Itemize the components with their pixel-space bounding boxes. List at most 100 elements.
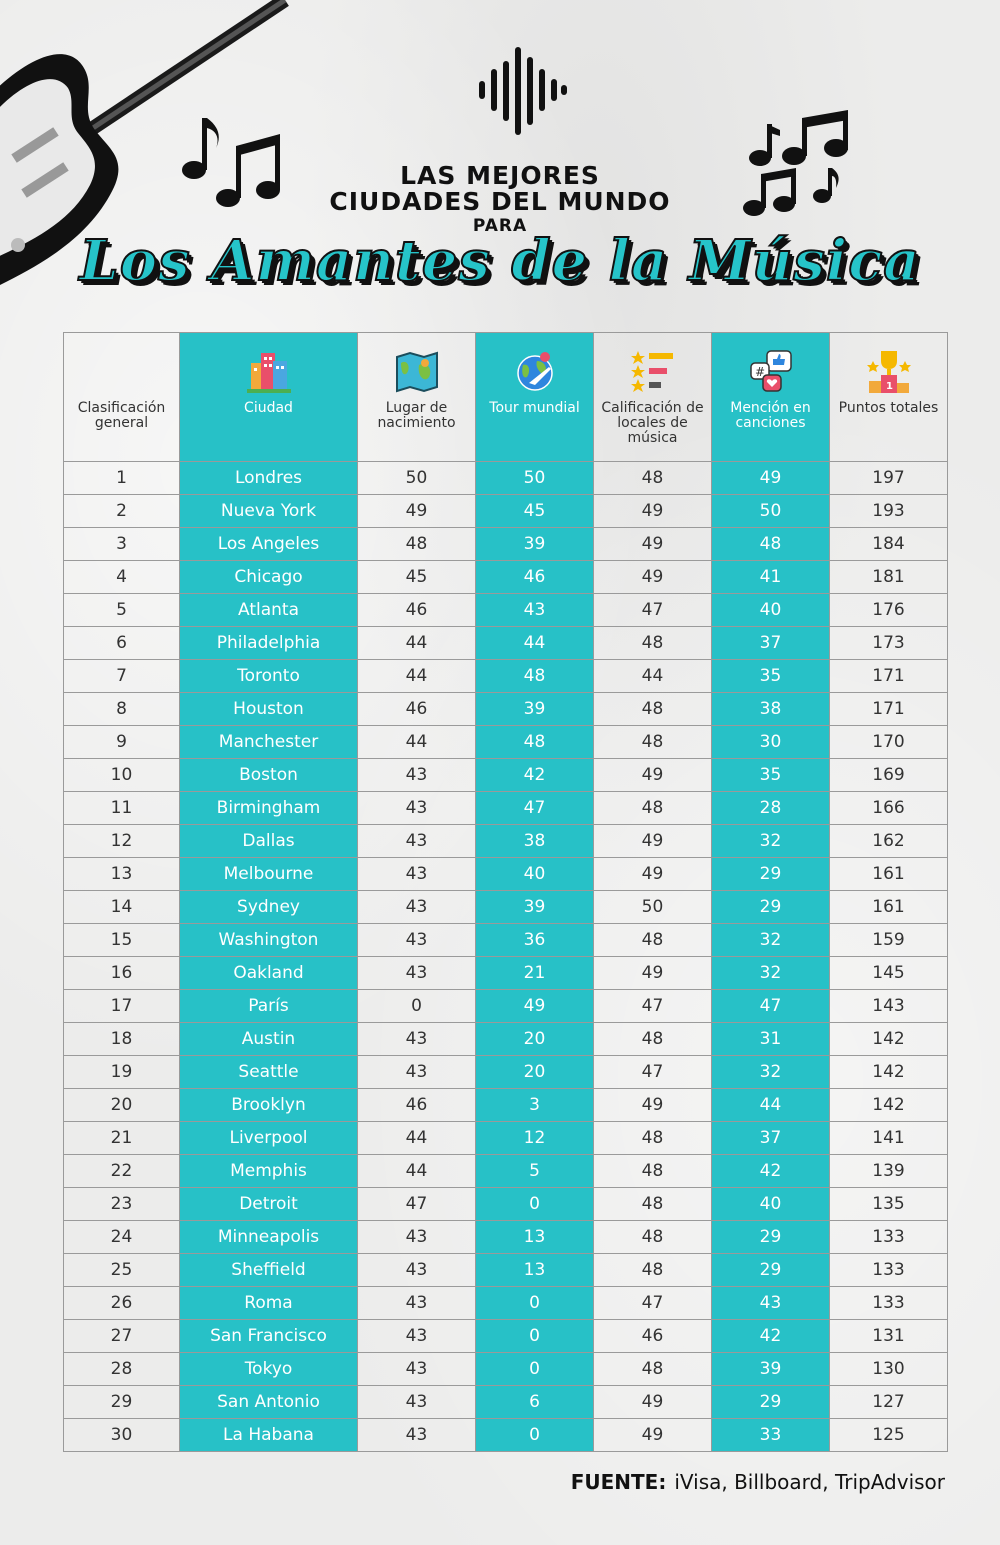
cell-song-mentions: 31 (711, 1022, 830, 1056)
cell-birthplace: 43 (357, 1352, 476, 1386)
cell-rank: 6 (63, 626, 180, 660)
cell-total-points: 181 (829, 560, 948, 594)
source-list: iVisa, Billboard, TripAdvisor (674, 1470, 945, 1494)
page-title: Los Amantes de la Música (78, 227, 921, 295)
music-notes-icon (743, 110, 848, 216)
cell-birthplace: 46 (357, 1088, 476, 1122)
cell-rank: 17 (63, 989, 180, 1023)
cell-world-tour: 39 (475, 692, 594, 726)
cell-venue-rating: 48 (593, 1253, 712, 1287)
ranking-table: Clasificación general Ciudad (63, 332, 948, 1452)
cell-rank: 30 (63, 1418, 180, 1452)
cell-world-tour: 47 (475, 791, 594, 825)
cell-city: San Antonio (179, 1385, 358, 1419)
cell-total-points: 193 (829, 494, 948, 528)
table-row: 30 La Habana 43 0 49 33 125 (63, 1418, 948, 1452)
cell-total-points: 171 (829, 692, 948, 726)
cell-birthplace: 43 (357, 857, 476, 891)
cell-venue-rating: 48 (593, 1022, 712, 1056)
cell-city: Roma (179, 1286, 358, 1320)
cell-song-mentions: 32 (711, 1055, 830, 1089)
cell-song-mentions: 29 (711, 890, 830, 924)
cell-total-points: 159 (829, 923, 948, 957)
cell-venue-rating: 49 (593, 1418, 712, 1452)
cell-venue-rating: 50 (593, 890, 712, 924)
cell-city: Dallas (179, 824, 358, 858)
cell-world-tour: 0 (475, 1286, 594, 1320)
table-row: 12 Dallas 43 38 49 32 162 (63, 824, 948, 858)
cell-venue-rating: 49 (593, 1385, 712, 1419)
header-label: Puntos totales (838, 400, 939, 416)
trophy-podium-icon: 1 (866, 351, 911, 393)
cell-total-points: 166 (829, 791, 948, 825)
header-label: Calificación de locales de música (601, 400, 704, 446)
title-line-3: PARA (472, 216, 528, 236)
map-icon (395, 351, 438, 393)
guitar-icon (0, 0, 289, 285)
cell-venue-rating: 47 (593, 1055, 712, 1089)
cell-city: Los Angeles (179, 527, 358, 561)
cell-total-points: 125 (829, 1418, 948, 1452)
header-total-points: 1 Puntos totales (829, 332, 948, 462)
cell-song-mentions: 28 (711, 791, 830, 825)
cell-total-points: 161 (829, 857, 948, 891)
cell-total-points: 142 (829, 1088, 948, 1122)
cell-world-tour: 13 (475, 1220, 594, 1254)
cell-total-points: 135 (829, 1187, 948, 1221)
cell-world-tour: 6 (475, 1385, 594, 1419)
header-world-tour: Tour mundial (475, 332, 594, 462)
cell-birthplace: 43 (357, 923, 476, 957)
cell-city: Austin (179, 1022, 358, 1056)
cell-birthplace: 43 (357, 1319, 476, 1353)
cell-song-mentions: 35 (711, 659, 830, 693)
cell-rank: 10 (63, 758, 180, 792)
table-row: 24 Minneapolis 43 13 48 29 133 (63, 1220, 948, 1254)
cell-birthplace: 43 (357, 1385, 476, 1419)
cell-total-points: 161 (829, 890, 948, 924)
cell-world-tour: 40 (475, 857, 594, 891)
cell-city: San Francisco (179, 1319, 358, 1353)
table-row: 28 Tokyo 43 0 48 39 130 (63, 1352, 948, 1386)
cell-city: Detroit (179, 1187, 358, 1221)
cell-birthplace: 47 (357, 1187, 476, 1221)
globe-plane-icon (516, 352, 553, 391)
cell-world-tour: 3 (475, 1088, 594, 1122)
cell-birthplace: 45 (357, 560, 476, 594)
cell-city: Brooklyn (179, 1088, 358, 1122)
cell-song-mentions: 37 (711, 1121, 830, 1155)
cell-song-mentions: 43 (711, 1286, 830, 1320)
table-row: 27 San Francisco 43 0 46 42 131 (63, 1319, 948, 1353)
cell-city: Houston (179, 692, 358, 726)
cell-birthplace: 44 (357, 626, 476, 660)
cell-venue-rating: 47 (593, 989, 712, 1023)
cell-city: Toronto (179, 659, 358, 693)
cell-venue-rating: 49 (593, 956, 712, 990)
table-row: 13 Melbourne 43 40 49 29 161 (63, 857, 948, 891)
cell-total-points: 139 (829, 1154, 948, 1188)
cell-rank: 7 (63, 659, 180, 693)
cell-venue-rating: 49 (593, 857, 712, 891)
cell-total-points: 131 (829, 1319, 948, 1353)
table-row: 20 Brooklyn 46 3 49 44 142 (63, 1088, 948, 1122)
table-row: 22 Memphis 44 5 48 42 139 (63, 1154, 948, 1188)
cell-birthplace: 43 (357, 1253, 476, 1287)
social-mention-icon: # (749, 350, 792, 392)
cell-total-points: 173 (829, 626, 948, 660)
table-row: 6 Philadelphia 44 44 48 37 173 (63, 626, 948, 660)
cell-total-points: 142 (829, 1055, 948, 1089)
cell-total-points: 197 (829, 461, 948, 495)
cell-world-tour: 0 (475, 1352, 594, 1386)
cell-rank: 2 (63, 494, 180, 528)
cell-world-tour: 20 (475, 1022, 594, 1056)
cell-song-mentions: 38 (711, 692, 830, 726)
buildings-icon (246, 353, 291, 393)
cell-birthplace: 43 (357, 758, 476, 792)
cell-rank: 4 (63, 560, 180, 594)
table-row: 17 París 0 49 47 47 143 (63, 989, 948, 1023)
cell-venue-rating: 46 (593, 1319, 712, 1353)
table-row: 19 Seattle 43 20 47 32 142 (63, 1055, 948, 1089)
cell-song-mentions: 48 (711, 527, 830, 561)
header-label: Clasificación general (77, 400, 166, 431)
cell-song-mentions: 40 (711, 1187, 830, 1221)
cell-rank: 13 (63, 857, 180, 891)
